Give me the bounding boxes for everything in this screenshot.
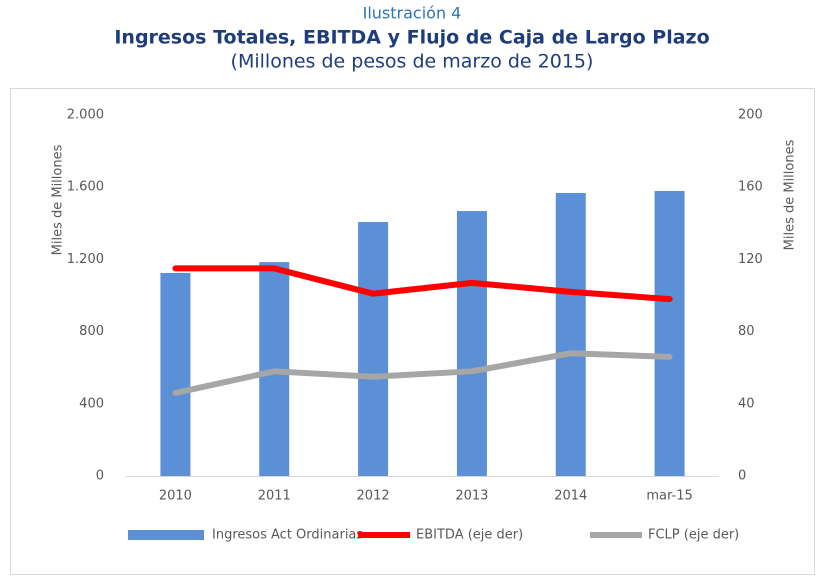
- x-tick-label: 2013: [455, 489, 488, 504]
- x-tick-label: 2012: [357, 489, 390, 504]
- legend-swatch: [128, 530, 204, 540]
- y2-tick-label: 160: [738, 180, 763, 195]
- chart-frame: [10, 88, 815, 575]
- y2-tick-label: 80: [738, 324, 755, 339]
- legend-label: EBITDA (eje der): [416, 528, 523, 543]
- y-tick-label: 0: [96, 469, 104, 484]
- chart-subtitle: (Millones de pesos de marzo de 2015): [231, 51, 594, 73]
- chart-label: Ilustración 4: [363, 4, 462, 23]
- y-tick-label: 800: [79, 324, 104, 339]
- bar: [358, 222, 389, 476]
- chart-title: Ingresos Totales, EBITDA y Flujo de Caja…: [114, 27, 709, 49]
- y2-tick-label: 120: [738, 252, 763, 267]
- x-tick-label: 2011: [258, 489, 291, 504]
- x-tick-label: mar-15: [646, 489, 692, 504]
- y2-tick-label: 40: [738, 396, 755, 411]
- x-tick-label: 2010: [159, 489, 192, 504]
- bar: [160, 272, 191, 476]
- y-tick-label: 2.000: [67, 108, 104, 123]
- line: [172, 350, 673, 396]
- y-tick-label: 400: [79, 396, 104, 411]
- y-axis-label: Miles de Millones: [51, 144, 66, 255]
- y2-tick-label: 200: [738, 108, 763, 123]
- legend-label: Ingresos Act Ordinarias: [212, 528, 363, 543]
- bar: [456, 211, 487, 476]
- bar: [654, 190, 685, 477]
- y2-axis-label: Miles de Millones: [783, 139, 798, 250]
- line: [172, 265, 673, 303]
- bar: [555, 192, 586, 476]
- x-tick-label: 2014: [554, 489, 587, 504]
- y-tick-label: 1.200: [67, 252, 104, 267]
- y-tick-label: 1.600: [67, 180, 104, 195]
- y2-tick-label: 0: [738, 469, 746, 484]
- legend-label: FCLP (eje der): [648, 528, 739, 543]
